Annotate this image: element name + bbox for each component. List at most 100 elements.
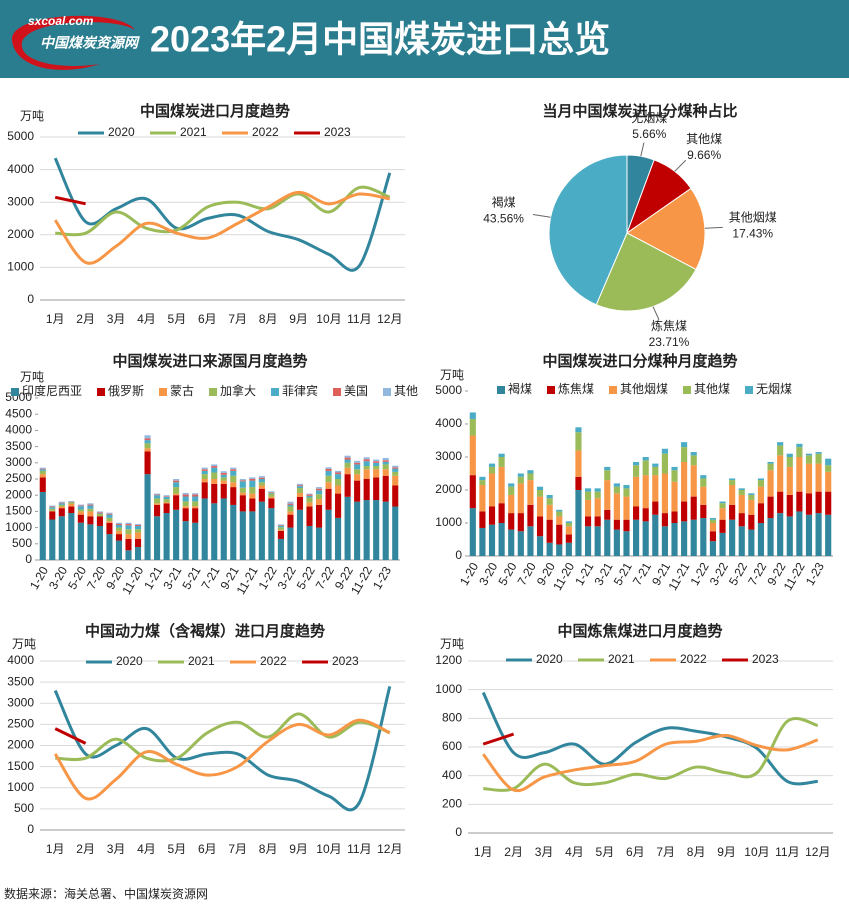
bar-segment xyxy=(363,459,370,462)
bar-segment xyxy=(527,526,534,556)
bar-segment xyxy=(373,462,380,467)
bar-segment xyxy=(258,477,265,479)
bar-segment xyxy=(315,504,323,528)
bar-segment xyxy=(49,505,56,507)
bar-segment xyxy=(258,476,265,478)
bar-segment xyxy=(106,534,113,560)
bar-segment xyxy=(344,457,351,460)
bar-segment xyxy=(652,514,659,556)
bar-segment xyxy=(39,467,46,469)
x-tick-label: 10月 xyxy=(316,842,341,856)
bar-segment xyxy=(508,529,515,556)
x-tick-label: 3-21 xyxy=(591,560,615,588)
x-tick-label: 6月 xyxy=(626,845,645,859)
bar-segment xyxy=(239,487,246,493)
bar-segment xyxy=(825,465,832,472)
x-tick-label: 1-20 xyxy=(27,564,51,592)
bar-segment xyxy=(738,526,745,556)
bar-segment xyxy=(211,472,218,479)
bar-segment xyxy=(77,504,84,506)
bar-segment xyxy=(306,494,313,496)
bar-segment xyxy=(729,519,736,556)
bar-segment xyxy=(306,502,313,507)
bar-segment xyxy=(325,509,332,560)
bar-segment xyxy=(709,531,717,542)
x-tick-label: 5月 xyxy=(596,845,615,859)
bar-segment xyxy=(134,524,142,526)
bar-segment xyxy=(296,492,304,497)
bar-segment xyxy=(633,465,640,477)
bar-segment xyxy=(469,508,476,556)
bar-segment xyxy=(565,542,572,556)
legend-label: 2020 xyxy=(108,125,135,139)
bar-segment xyxy=(488,524,496,556)
bar-segment xyxy=(335,472,342,475)
bar-segment xyxy=(748,499,755,515)
bar-segment xyxy=(77,522,84,560)
bar-segment xyxy=(536,496,544,517)
bar-segment xyxy=(498,466,505,504)
y-tick-label: 0 xyxy=(455,548,462,562)
x-tick-label: 9月 xyxy=(289,842,308,856)
bar-segment xyxy=(354,501,361,560)
x-tick-label: 3月 xyxy=(535,845,554,859)
bar-segment xyxy=(325,475,332,483)
bar-segment xyxy=(604,519,611,556)
bar-segment xyxy=(363,457,370,460)
bar-segment xyxy=(613,493,620,520)
bar-segment xyxy=(748,493,755,495)
x-tick-label: 6月 xyxy=(198,312,217,326)
bar-segment xyxy=(671,523,678,556)
bar-segment xyxy=(211,466,218,468)
chart-title: 中国动力煤（含褐煤）进口月度趋势 xyxy=(85,622,325,640)
series-line xyxy=(481,691,818,786)
bar-segment xyxy=(623,485,630,489)
bar-segment xyxy=(268,492,275,494)
bar-segment xyxy=(125,522,132,525)
bar-segment xyxy=(373,469,380,478)
bar-segment xyxy=(652,463,659,467)
bar-segment xyxy=(700,518,707,556)
x-tick-label: 3-22 xyxy=(275,564,299,592)
bar-segment xyxy=(96,516,103,526)
bar-segment xyxy=(373,466,380,470)
x-tick-label: 12月 xyxy=(805,845,830,859)
bar-segment xyxy=(373,459,380,462)
bar-segment xyxy=(382,461,389,465)
bar-segment xyxy=(652,475,659,502)
leader-line xyxy=(532,213,551,218)
bar-segment xyxy=(58,502,65,504)
bar-segment xyxy=(125,550,132,560)
series-line xyxy=(482,732,515,746)
bar-segment xyxy=(805,514,813,556)
bar-segment xyxy=(498,503,505,523)
pie-label: 炼焦煤 xyxy=(651,318,687,333)
bar-segment xyxy=(211,503,218,560)
bar-segment xyxy=(681,521,688,556)
legend-label: 其他煤 xyxy=(694,382,730,396)
y-tick-label: 3500 xyxy=(7,674,34,688)
bar-segment xyxy=(230,482,237,488)
bar-segment xyxy=(729,485,736,505)
bar-segment xyxy=(363,500,370,560)
bar-segment xyxy=(805,463,813,494)
bar-segment xyxy=(815,452,822,454)
series-line xyxy=(53,157,392,272)
bar-segment xyxy=(363,461,370,467)
y-tick-label: 2000 xyxy=(435,482,462,496)
y-tick-label: 600 xyxy=(442,739,462,753)
bar-segment xyxy=(536,536,544,556)
bar-segment xyxy=(182,501,189,507)
bar-segment xyxy=(623,496,630,520)
bar-segment xyxy=(268,493,275,497)
x-tick-label: 1-22 xyxy=(688,560,712,588)
bar-segment xyxy=(556,509,563,512)
legend-label: 2023 xyxy=(324,125,351,139)
bar-segment xyxy=(825,514,832,556)
x-tick-label: 4月 xyxy=(137,312,156,326)
bar-segment xyxy=(709,519,717,523)
bar-segment xyxy=(479,511,486,528)
bar-segment xyxy=(527,504,534,527)
x-tick-label: 5月 xyxy=(168,842,187,856)
